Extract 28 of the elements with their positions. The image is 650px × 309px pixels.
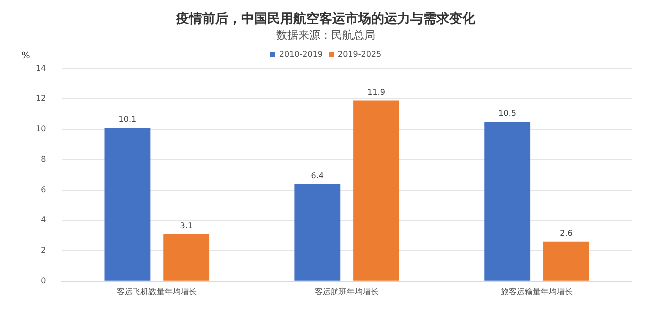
bar: [164, 234, 210, 281]
bar: [544, 242, 590, 281]
bar: [354, 100, 400, 281]
data-label: 2.6: [560, 228, 573, 238]
y-tick-label: 14: [36, 64, 46, 73]
y-tick-label: 0: [41, 276, 46, 286]
bar: [104, 128, 151, 281]
legend-label: 2010-2019: [279, 50, 324, 59]
y-tick-label: 4: [41, 216, 46, 225]
y-tick-label: 2: [41, 246, 46, 256]
x-tick-label: 客运飞机数量年均增长: [117, 287, 198, 296]
y-tick-label: 6: [41, 185, 46, 194]
legend-label: 2019-2025: [338, 50, 382, 59]
data-label: 11.9: [368, 88, 386, 97]
data-label: 10.1: [118, 115, 137, 124]
chart-subtitle: 数据来源：民航总局: [276, 29, 376, 42]
y-tick-label: 12: [36, 94, 46, 104]
data-label: 10.5: [498, 109, 516, 118]
x-tick-label: 旅客运输量年均增长: [501, 287, 574, 296]
data-label: 3.1: [180, 221, 193, 230]
y-axis-title: %: [22, 52, 31, 62]
data-label: 6.4: [311, 171, 324, 180]
bar: [484, 122, 531, 281]
y-tick-label: 10: [36, 124, 46, 134]
bar: [294, 184, 341, 281]
x-tick-label: 客运航班年均增长: [315, 287, 380, 296]
y-tick-label: 8: [41, 154, 46, 164]
chart-title: 疫情前后，中国民用航空客运市场的运力与需求变化: [176, 11, 476, 28]
